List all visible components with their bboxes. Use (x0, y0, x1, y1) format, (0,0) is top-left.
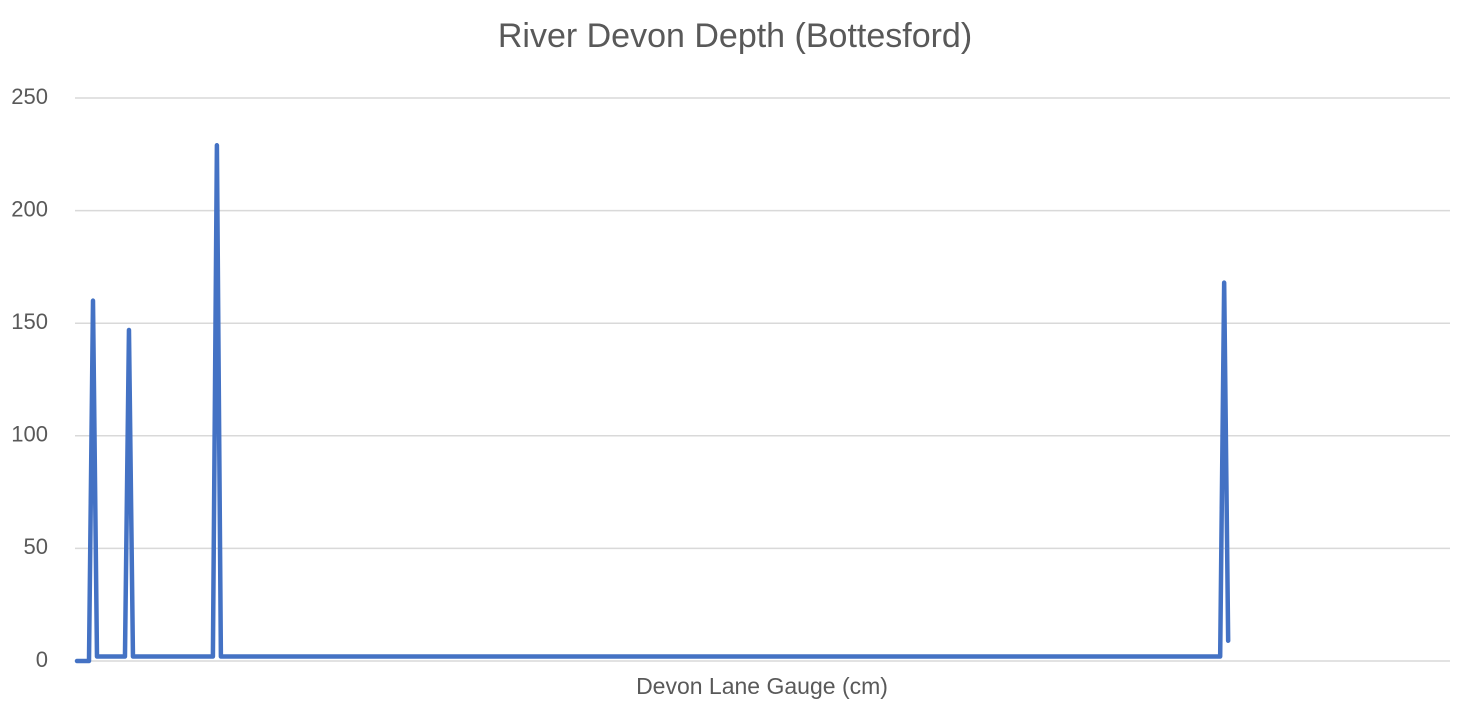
y-tick-label: 200 (11, 196, 48, 221)
y-tick-label: 150 (11, 309, 48, 334)
y-tick-label: 250 (11, 84, 48, 109)
y-tick-label: 50 (24, 534, 48, 559)
chart-title: River Devon Depth (Bottesford) (498, 17, 972, 55)
data-line (74, 143, 1231, 664)
y-tick-label: 100 (11, 422, 48, 447)
x-axis-title: Devon Lane Gauge (cm) (636, 673, 888, 699)
y-tick-label: 0 (36, 647, 48, 672)
